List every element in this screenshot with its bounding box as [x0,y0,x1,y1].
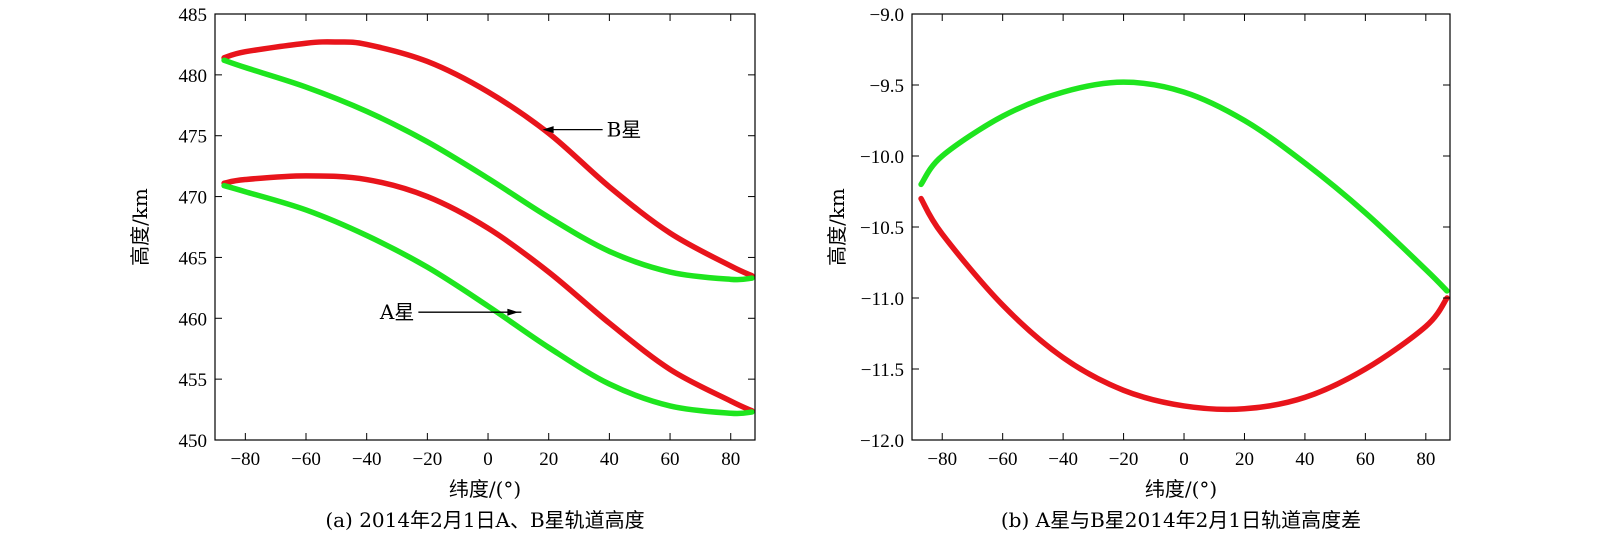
y-tick-label: −11.5 [861,360,904,381]
y-tick-label: −11.0 [861,289,904,310]
x-tick-label: 0 [483,449,493,470]
y-tick-label: 460 [179,309,208,330]
x-tick-label: 40 [1295,449,1314,470]
y-tick-label: −10.0 [860,147,904,168]
chart-b-plot-frame [911,13,1451,441]
y-tick-label: 455 [179,370,208,391]
x-tick-label: −80 [230,449,260,470]
chart-b-series-1-red-line [918,195,1450,413]
annotation-label: A星 [379,300,414,324]
y-tick-label: 465 [179,248,208,269]
y-tick-label: 470 [179,188,208,209]
chart-a-series-0-red-line [221,39,755,279]
chart-a-caption: (a) 2014年2月1日A、B星轨道高度 [325,508,644,532]
annotation-1: A星 [379,300,522,324]
annotation-arrowhead [542,126,554,134]
x-tick-label: −20 [1109,449,1139,470]
chart-a-annotations: B星 A星 [379,118,641,325]
y-tick-label: −12.0 [860,431,904,452]
x-tick-label: 60 [1356,449,1375,470]
chart-a-series-2-red-line [221,173,755,414]
x-tick-label: 20 [539,449,558,470]
chart-a-ticks: −80 −60 −40 −20 0 20 40 60 80 450 455 460 465 470 475 4… [179,5,755,470]
chart-b: −80 −60 −40 −20 0 20 40 60 80 −9.0 −9.5 −10.0 −10.5 −… [825,5,1451,532]
y-tick-label: 475 [179,127,208,148]
chart-b-ticks: −80 −60 −40 −20 0 20 40 60 80 −9.0 −9.5 −10.0 −10.5 −… [860,5,1450,470]
chart-b-ylabel: 高度/km [825,188,849,266]
y-tick-label: 450 [179,431,208,452]
chart-a-ylabel: 高度/km [128,188,152,266]
x-tick-label: 0 [1179,449,1189,470]
chart-a-series-3-green-line [221,182,755,417]
chart-b-series-0-green-line [918,79,1450,294]
x-tick-label: −20 [413,449,443,470]
x-tick-label: 20 [1235,449,1254,470]
y-tick-label: 485 [179,5,208,26]
annotation-0: B星 [542,118,642,142]
x-tick-label: 80 [721,449,740,470]
chart-a-plot-frame [214,13,756,441]
x-tick-label: −60 [291,449,321,470]
chart-b-caption: (b) A星与B星2014年2月1日轨道高度差 [1001,508,1361,532]
y-tick-label: 480 [179,66,208,87]
chart-a: −80 −60 −40 −20 0 20 40 60 80 450 455 460 465 470 475 4… [128,5,756,532]
annotation-arrowhead [507,308,519,316]
x-tick-label: 40 [600,449,619,470]
annotation-label: B星 [607,118,642,142]
x-tick-label: 80 [1416,449,1435,470]
chart-b-data [918,79,1450,413]
chart-a-series-1-green-line [221,57,755,283]
chart-a-xlabel: 纬度/(°) [449,477,521,501]
x-tick-label: −80 [927,449,957,470]
y-tick-label: −9.0 [870,5,904,26]
chart-b-xlabel: 纬度/(°) [1145,477,1217,501]
x-tick-label: 60 [661,449,680,470]
chart-a-data [221,39,755,417]
x-tick-label: −40 [1048,449,1078,470]
x-tick-label: −40 [352,449,382,470]
y-tick-label: −10.5 [860,218,904,239]
y-tick-label: −9.5 [870,76,904,97]
x-tick-label: −60 [988,449,1018,470]
